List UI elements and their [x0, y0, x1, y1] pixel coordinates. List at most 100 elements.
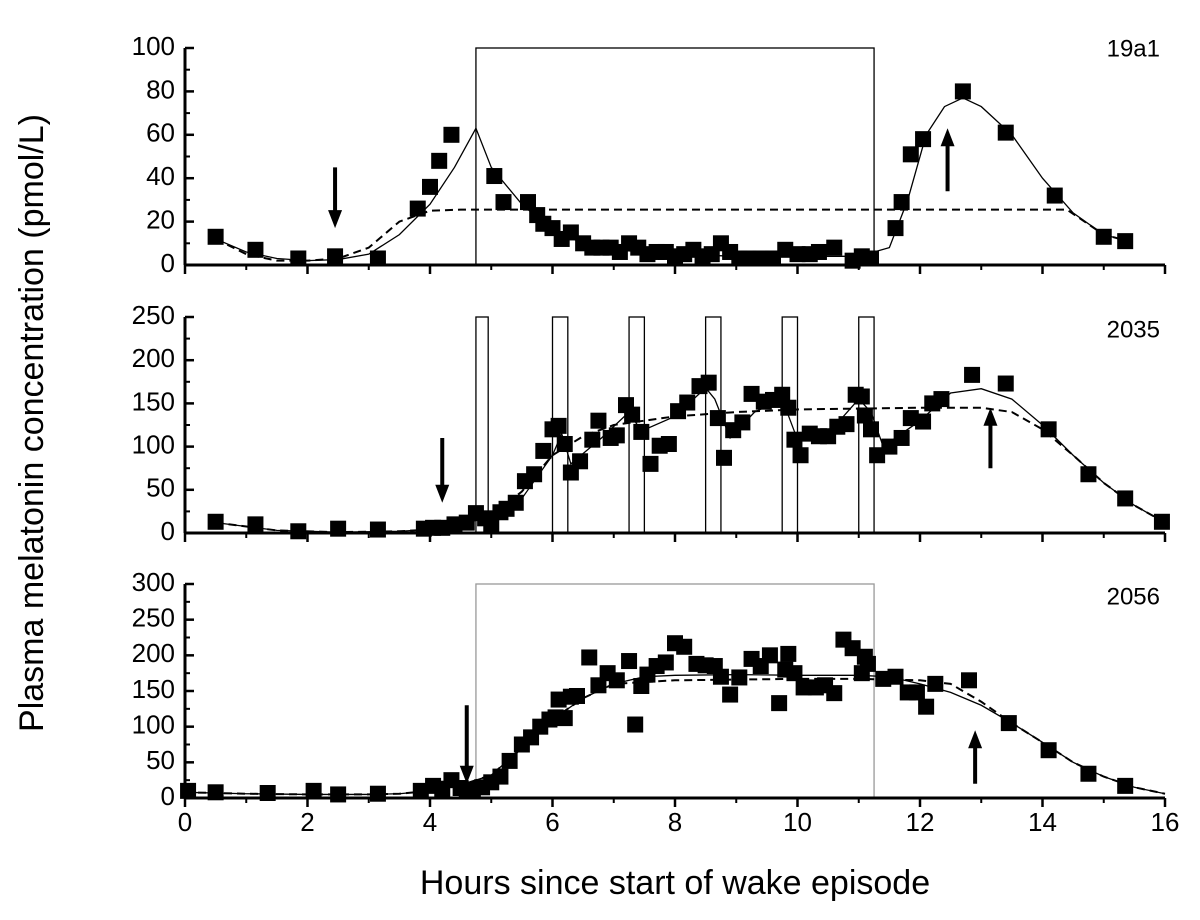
data-point: [608, 427, 625, 444]
data-point: [679, 394, 696, 411]
data-point: [1153, 513, 1170, 530]
data-point: [207, 784, 224, 801]
data-point: [247, 516, 264, 533]
panel-label: 2056: [1107, 583, 1160, 610]
x-tick-label: 14: [1028, 807, 1057, 837]
data-point: [422, 178, 438, 195]
data-point: [863, 421, 879, 438]
data-point: [961, 672, 977, 689]
x-tick-label: 6: [545, 807, 559, 837]
arrow-head: [459, 765, 474, 784]
data-point: [964, 366, 981, 383]
data-point: [740, 250, 757, 267]
data-point: [933, 391, 950, 408]
data-point: [621, 653, 638, 670]
data-point: [1040, 421, 1057, 438]
data-point: [1000, 715, 1017, 732]
data-point: [902, 410, 919, 427]
data-point: [716, 449, 732, 466]
y-tick-label: 100: [132, 429, 175, 459]
data-point: [180, 782, 197, 799]
panel: 0 50 100 150 200 250 2035: [132, 300, 1170, 546]
data-point: [844, 640, 861, 657]
data-point: [446, 516, 463, 533]
data-point: [743, 385, 760, 402]
y-tick-label: 0: [161, 516, 175, 546]
y-tick-label: 150: [132, 386, 175, 416]
data-point: [859, 655, 876, 672]
data-point: [734, 414, 751, 431]
data-point: [780, 645, 797, 662]
x-tick-label: 8: [668, 807, 682, 837]
data-point: [495, 194, 512, 211]
data-point: [483, 518, 500, 535]
data-point: [501, 752, 518, 769]
y-tick-label: 60: [146, 118, 175, 148]
data-point: [590, 412, 607, 429]
data-point: [1046, 187, 1063, 204]
data-point: [443, 126, 460, 143]
y-tick-label: 50: [146, 745, 175, 775]
x-axis-label: Hours since start of wake episode: [420, 864, 930, 902]
data-point: [887, 668, 904, 685]
data-point: [520, 194, 536, 211]
y-tick-label: 50: [146, 473, 175, 503]
y-tick-label: 80: [146, 74, 175, 104]
data-point: [207, 228, 224, 245]
y-tick-label: 300: [132, 567, 175, 597]
data-point: [247, 241, 264, 258]
data-point: [409, 200, 426, 217]
data-point: [624, 406, 641, 423]
data-point: [642, 455, 659, 472]
data-point: [550, 691, 567, 708]
data-point: [765, 250, 781, 267]
data-point: [786, 665, 803, 682]
data-point: [786, 431, 803, 448]
data-point: [676, 638, 693, 655]
panel-label: 2035: [1107, 316, 1160, 343]
y-tick-label: 100: [132, 710, 175, 740]
data-point: [633, 423, 650, 440]
y-tick-label: 40: [146, 161, 175, 191]
data-point: [486, 168, 503, 185]
arrow-head: [983, 407, 998, 426]
x-tick-label: 10: [783, 807, 812, 837]
y-tick-label: 200: [132, 343, 175, 373]
data-point: [826, 685, 843, 702]
data-point: [954, 83, 971, 100]
data-point: [581, 649, 598, 666]
data-point: [535, 442, 552, 459]
x-tick-label: 2: [300, 807, 314, 837]
data-point: [556, 710, 573, 727]
data-point: [660, 436, 677, 453]
arrow-head: [968, 730, 983, 749]
data-point: [881, 438, 898, 455]
data-point: [369, 521, 386, 538]
dashed-curve: [215, 406, 1166, 534]
data-point: [657, 654, 674, 671]
data-point: [997, 124, 1014, 141]
data-point: [915, 413, 932, 430]
data-point: [1040, 742, 1057, 759]
panel: 0 50 100 150 200 250 300 0 2 4 6 8 10 12 14 16 2056: [132, 567, 1180, 837]
data-point: [893, 429, 910, 446]
data-point: [1080, 466, 1097, 483]
data-point: [584, 431, 601, 448]
y-tick-label: 0: [161, 781, 175, 811]
data-point: [826, 239, 843, 256]
panel: 0 20 40 60 80 100 19a1: [132, 31, 1167, 278]
data-point: [1117, 777, 1134, 794]
data-point: [1095, 228, 1112, 245]
y-tick-label: 0: [161, 248, 175, 278]
arrow-head: [435, 484, 450, 503]
data-point: [810, 243, 827, 260]
interval-box: [781, 316, 799, 534]
x-tick-label: 12: [906, 807, 935, 837]
data-point: [789, 246, 806, 263]
data-point: [752, 250, 769, 267]
data-point: [918, 698, 935, 715]
arrow-head: [328, 210, 343, 229]
data-point: [856, 407, 873, 424]
data-point: [412, 782, 429, 799]
